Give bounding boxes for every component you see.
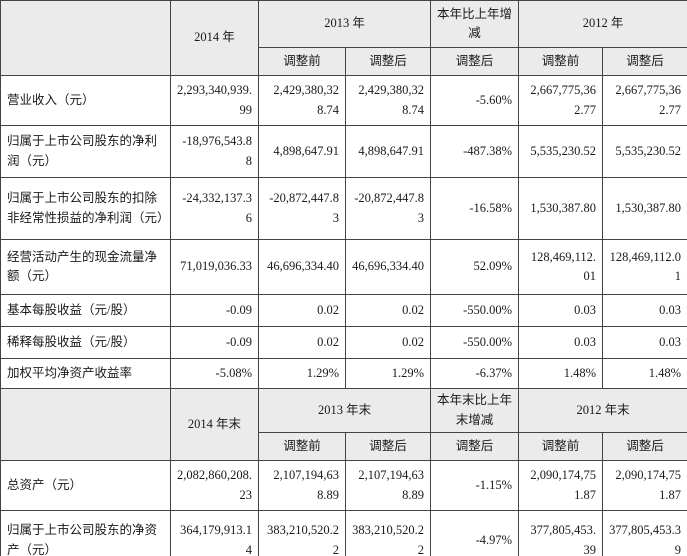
cell-2013-after: 4,898,647.91 — [344, 125, 432, 178]
cell-2012-after: 2,090,174,751.87 — [602, 460, 687, 511]
cell-2013-before: 0.02 — [258, 326, 346, 359]
table-row-basic-eps: 基本每股收益（元/股） -0.09 0.02 0.02 -550.00% 0.0… — [0, 294, 687, 327]
header-2013-before: 调整前 — [258, 432, 346, 461]
cell-2013-before: 4,898,647.91 — [258, 125, 346, 178]
cell-change: 52.09% — [430, 239, 520, 295]
cell-2014: -0.09 — [170, 294, 259, 327]
row-label: 总资产（元） — [0, 460, 171, 511]
cell-2013-before: 1.29% — [258, 358, 346, 389]
cell-2013-after: 0.02 — [344, 326, 432, 359]
header-2012-after: 调整后 — [602, 47, 687, 76]
table-row-net-assets: 归属于上市公司股东的净资产（元） 364,179,913.14 383,210,… — [0, 510, 687, 556]
cell-2013-after: 2,107,194,638.89 — [344, 460, 432, 511]
cell-2013-after: 2,429,380,328.74 — [344, 75, 432, 126]
header-2013: 2013 年 — [257, 0, 432, 48]
cell-2012-after: 0.03 — [602, 326, 687, 359]
cell-2014: 2,082,860,208.23 — [170, 460, 259, 511]
header-change: 本年比上年增减 — [430, 0, 520, 48]
row-label: 稀释每股收益（元/股） — [0, 326, 171, 359]
cell-2013-before: -20,872,447.83 — [258, 177, 346, 240]
cell-2013-after: 46,696,334.40 — [344, 239, 432, 295]
cell-change: -487.38% — [430, 125, 520, 178]
row-label: 经营活动产生的现金流量净额（元） — [0, 239, 171, 295]
header-row-adjust-yearend: 调整前 调整后 调整后 调整前 调整后 — [1, 432, 687, 461]
cell-2012-before: 5,535,230.52 — [518, 125, 604, 178]
cell-2012-after: 128,469,112.01 — [602, 239, 687, 295]
header-2012-before: 调整前 — [518, 47, 604, 76]
cell-2012-after: 5,535,230.52 — [602, 125, 687, 178]
table-row-revenue: 营业收入（元） 2,293,340,939.99 2,429,380,328.7… — [0, 75, 687, 126]
cell-2012-before: 2,090,174,751.87 — [518, 460, 604, 511]
cell-2012-after: 1,530,387.80 — [602, 177, 687, 240]
header-2012-yearend: 2012 年末 — [518, 388, 687, 433]
header-2013-after: 调整后 — [344, 432, 432, 461]
row-label: 营业收入（元） — [0, 75, 171, 126]
cell-2013-before: 2,429,380,328.74 — [258, 75, 346, 126]
row-label: 归属于上市公司股东的净资产（元） — [0, 510, 171, 556]
cell-2012-before: 377,805,453.39 — [518, 510, 604, 556]
header-2014-yearend: 2014 年末 — [170, 388, 259, 461]
cell-2012-before: 2,667,775,362.77 — [518, 75, 604, 126]
cell-2013-before: 46,696,334.40 — [258, 239, 346, 295]
row-label: 归属于上市公司股东的净利润（元） — [0, 125, 171, 178]
cell-change: -5.60% — [430, 75, 520, 126]
cell-change: -16.58% — [430, 177, 520, 240]
header-2013-after: 调整后 — [344, 47, 432, 76]
cell-2013-before: 2,107,194,638.89 — [258, 460, 346, 511]
cell-2014: 71,019,036.33 — [170, 239, 259, 295]
row-label: 加权平均净资产收益率 — [0, 358, 171, 389]
header-2012-after: 调整后 — [602, 432, 687, 461]
cell-2013-after: -20,872,447.83 — [344, 177, 432, 240]
header-row-periods: 2014 年 2013 年 本年比上年增减 2012 年 — [0, 0, 687, 76]
header-blank-cell — [0, 388, 171, 461]
header-change-after: 调整后 — [430, 432, 520, 461]
cell-2013-before: 383,210,520.22 — [258, 510, 346, 556]
cell-2012-after: 1.48% — [602, 358, 687, 389]
cell-2014: -18,976,543.88 — [170, 125, 259, 178]
header-change-yearend: 本年末比上年末增减 — [430, 388, 520, 433]
cell-2013-before: 0.02 — [258, 294, 346, 327]
header-row-adjust: 调整前 调整后 调整后 调整前 调整后 — [1, 47, 687, 76]
cell-change: -550.00% — [430, 326, 520, 359]
header-2013-yearend: 2013 年末 — [257, 388, 432, 433]
header-2013-before: 调整前 — [258, 47, 346, 76]
cell-2012-before: 128,469,112.01 — [518, 239, 604, 295]
header-blank-cell — [0, 0, 171, 76]
row-label: 基本每股收益（元/股） — [0, 294, 171, 327]
cell-2012-before: 1.48% — [518, 358, 604, 389]
cell-2013-after: 1.29% — [344, 358, 432, 389]
cell-2014: -0.09 — [170, 326, 259, 359]
cell-2014: -5.08% — [170, 358, 259, 389]
table-row-roe: 加权平均净资产收益率 -5.08% 1.29% 1.29% -6.37% 1.4… — [0, 358, 687, 389]
cell-2012-after: 0.03 — [602, 294, 687, 327]
table-row-operating-cashflow: 经营活动产生的现金流量净额（元） 71,019,036.33 46,696,33… — [0, 239, 687, 295]
cell-change: -1.15% — [430, 460, 520, 511]
cell-change: -550.00% — [430, 294, 520, 327]
table-row-diluted-eps: 稀释每股收益（元/股） -0.09 0.02 0.02 -550.00% 0.0… — [0, 326, 687, 359]
cell-2013-after: 383,210,520.22 — [344, 510, 432, 556]
cell-change: -6.37% — [430, 358, 520, 389]
header-row-periods-yearend: 2014 年末 2013 年末 本年末比上年末增减 2012 年末 — [0, 388, 687, 461]
cell-2012-before: 0.03 — [518, 294, 604, 327]
header-2012-before: 调整前 — [518, 432, 604, 461]
cell-2013-after: 0.02 — [344, 294, 432, 327]
header-2014: 2014 年 — [170, 0, 259, 76]
cell-2012-before: 1,530,387.80 — [518, 177, 604, 240]
header-change-after: 调整后 — [430, 47, 520, 76]
cell-2014: -24,332,137.36 — [170, 177, 259, 240]
header-2012: 2012 年 — [518, 0, 687, 48]
cell-2014: 364,179,913.14 — [170, 510, 259, 556]
cell-2012-after: 377,805,453.39 — [602, 510, 687, 556]
table-row-net-profit: 归属于上市公司股东的净利润（元） -18,976,543.88 4,898,64… — [0, 125, 687, 178]
cell-2012-before: 0.03 — [518, 326, 604, 359]
cell-2014: 2,293,340,939.99 — [170, 75, 259, 126]
table-row-total-assets: 总资产（元） 2,082,860,208.23 2,107,194,638.89… — [0, 460, 687, 511]
row-label: 归属于上市公司股东的扣除非经常性损益的净利润（元） — [0, 177, 171, 240]
table-row-net-profit-excl: 归属于上市公司股东的扣除非经常性损益的净利润（元） -24,332,137.36… — [0, 177, 687, 240]
cell-change: -4.97% — [430, 510, 520, 556]
cell-2012-after: 2,667,775,362.77 — [602, 75, 687, 126]
